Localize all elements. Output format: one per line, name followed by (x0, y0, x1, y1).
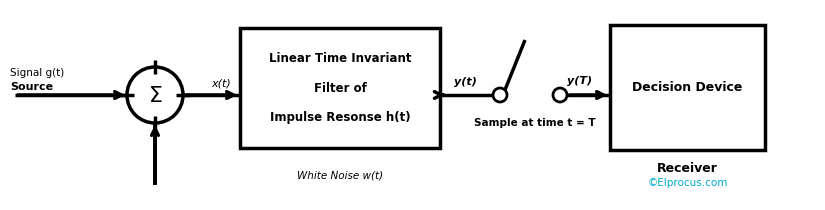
Text: Signal g(t): Signal g(t) (10, 68, 64, 78)
Text: Impulse Resonse h(t): Impulse Resonse h(t) (270, 112, 410, 125)
Text: Filter of: Filter of (314, 81, 366, 94)
Text: x(t): x(t) (212, 78, 231, 88)
Text: Decision Device: Decision Device (632, 81, 742, 94)
Text: Receiver: Receiver (657, 161, 718, 175)
Text: y(T): y(T) (568, 76, 592, 86)
Text: Sample at time t = T: Sample at time t = T (474, 118, 596, 128)
Text: Linear Time Invariant: Linear Time Invariant (269, 51, 411, 64)
Text: ©Elprocus.com: ©Elprocus.com (648, 178, 728, 188)
Text: y(t): y(t) (454, 77, 477, 87)
Text: Source: Source (10, 82, 53, 92)
Text: White Noise w(t): White Noise w(t) (297, 170, 383, 180)
Text: $\Sigma$: $\Sigma$ (148, 86, 163, 106)
FancyBboxPatch shape (240, 28, 440, 148)
FancyBboxPatch shape (610, 25, 765, 150)
